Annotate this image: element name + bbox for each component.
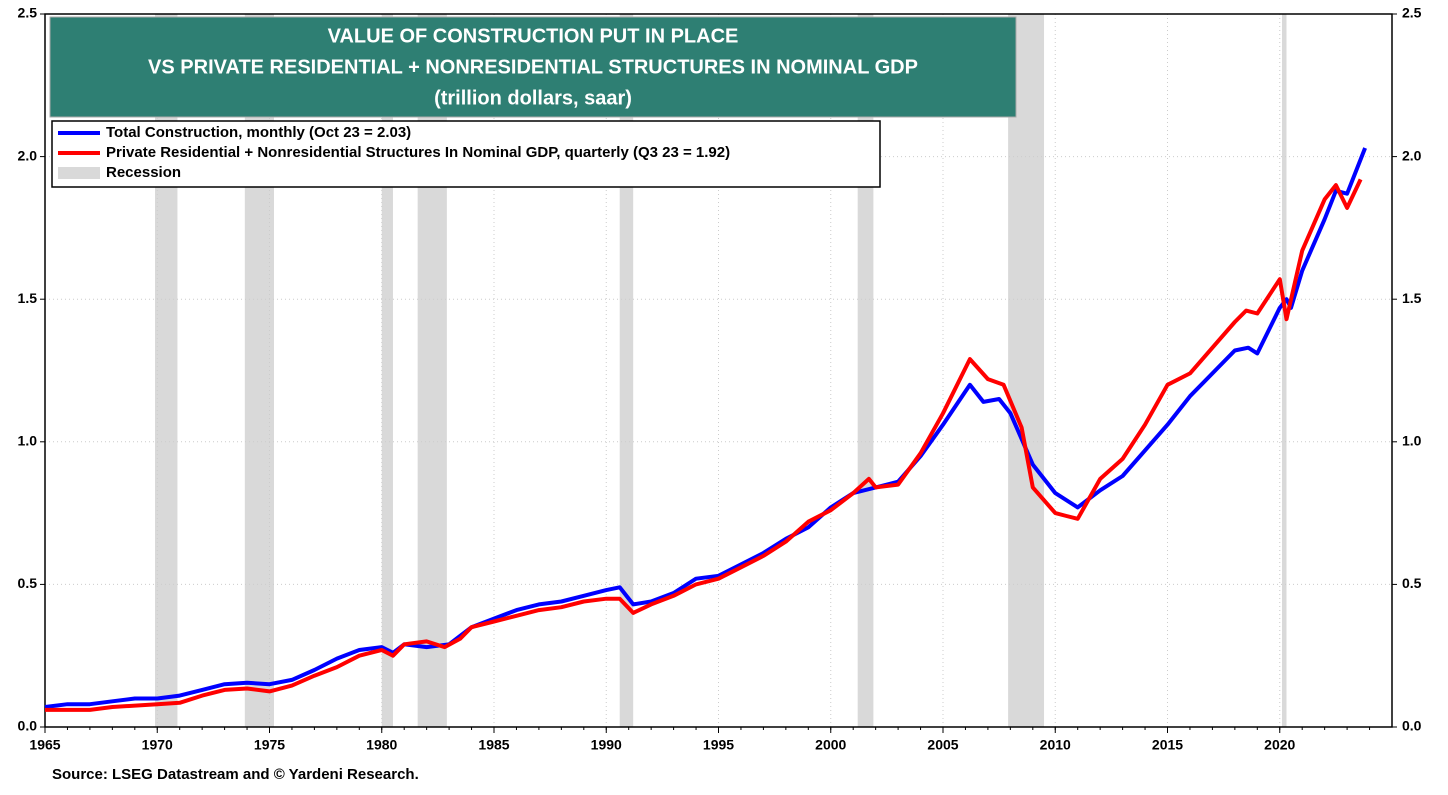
y-tick-label: 1.5	[18, 290, 38, 306]
series-line	[44, 147, 1367, 709]
legend-label: Recession	[106, 164, 181, 181]
chart-title: VS PRIVATE RESIDENTIAL + NONRESIDENTIAL …	[148, 56, 918, 78]
recession-band	[381, 14, 393, 727]
source-note: Source: LSEG Datastream and © Yardeni Re…	[52, 766, 419, 783]
x-tick-label: 2005	[927, 737, 958, 753]
legend-box	[51, 120, 881, 188]
y-tick-label: 2.0	[18, 147, 38, 163]
y-tick-label: 0.5	[18, 575, 38, 591]
recession-band	[857, 14, 874, 727]
legend-label: Private Residential + Nonresidential Str…	[106, 144, 730, 161]
y2-tick-label: 2.5	[1402, 5, 1422, 21]
recession-band	[1008, 14, 1045, 727]
title-box	[49, 16, 1017, 118]
x-tick-label: 1970	[142, 737, 173, 753]
legend-swatch	[58, 167, 100, 179]
chart-title: VALUE OF CONSTRUCTION PUT IN PLACE	[328, 25, 739, 47]
x-tick-label: 2000	[815, 737, 846, 753]
plot-frame	[44, 13, 1393, 728]
x-tick-label: 1975	[254, 737, 285, 753]
x-tick-label: 2015	[1152, 737, 1183, 753]
y-tick-label: 2.5	[18, 5, 38, 21]
x-tick-label: 2010	[1040, 737, 1071, 753]
y2-tick-label: 1.5	[1402, 290, 1422, 306]
recession-band	[619, 14, 634, 727]
y2-tick-label: 1.0	[1402, 433, 1422, 449]
y2-tick-label: 0.0	[1402, 718, 1422, 734]
recession-band	[1281, 14, 1287, 727]
x-tick-label: 1995	[703, 737, 734, 753]
x-tick-label: 1980	[366, 737, 397, 753]
x-tick-label: 1985	[478, 737, 509, 753]
y2-tick-label: 0.5	[1402, 575, 1422, 591]
x-tick-label: 1965	[29, 737, 60, 753]
y-tick-label: 0.0	[18, 718, 38, 734]
x-tick-label: 2020	[1264, 737, 1295, 753]
x-tick-label: 1990	[591, 737, 622, 753]
y2-tick-label: 2.0	[1402, 147, 1422, 163]
chart-title: (trillion dollars, saar)	[434, 87, 632, 109]
recession-band	[155, 14, 178, 727]
y-tick-label: 1.0	[18, 433, 38, 449]
series-line	[45, 178, 1363, 712]
legend-label: Total Construction, monthly (Oct 23 = 2.…	[106, 124, 411, 141]
